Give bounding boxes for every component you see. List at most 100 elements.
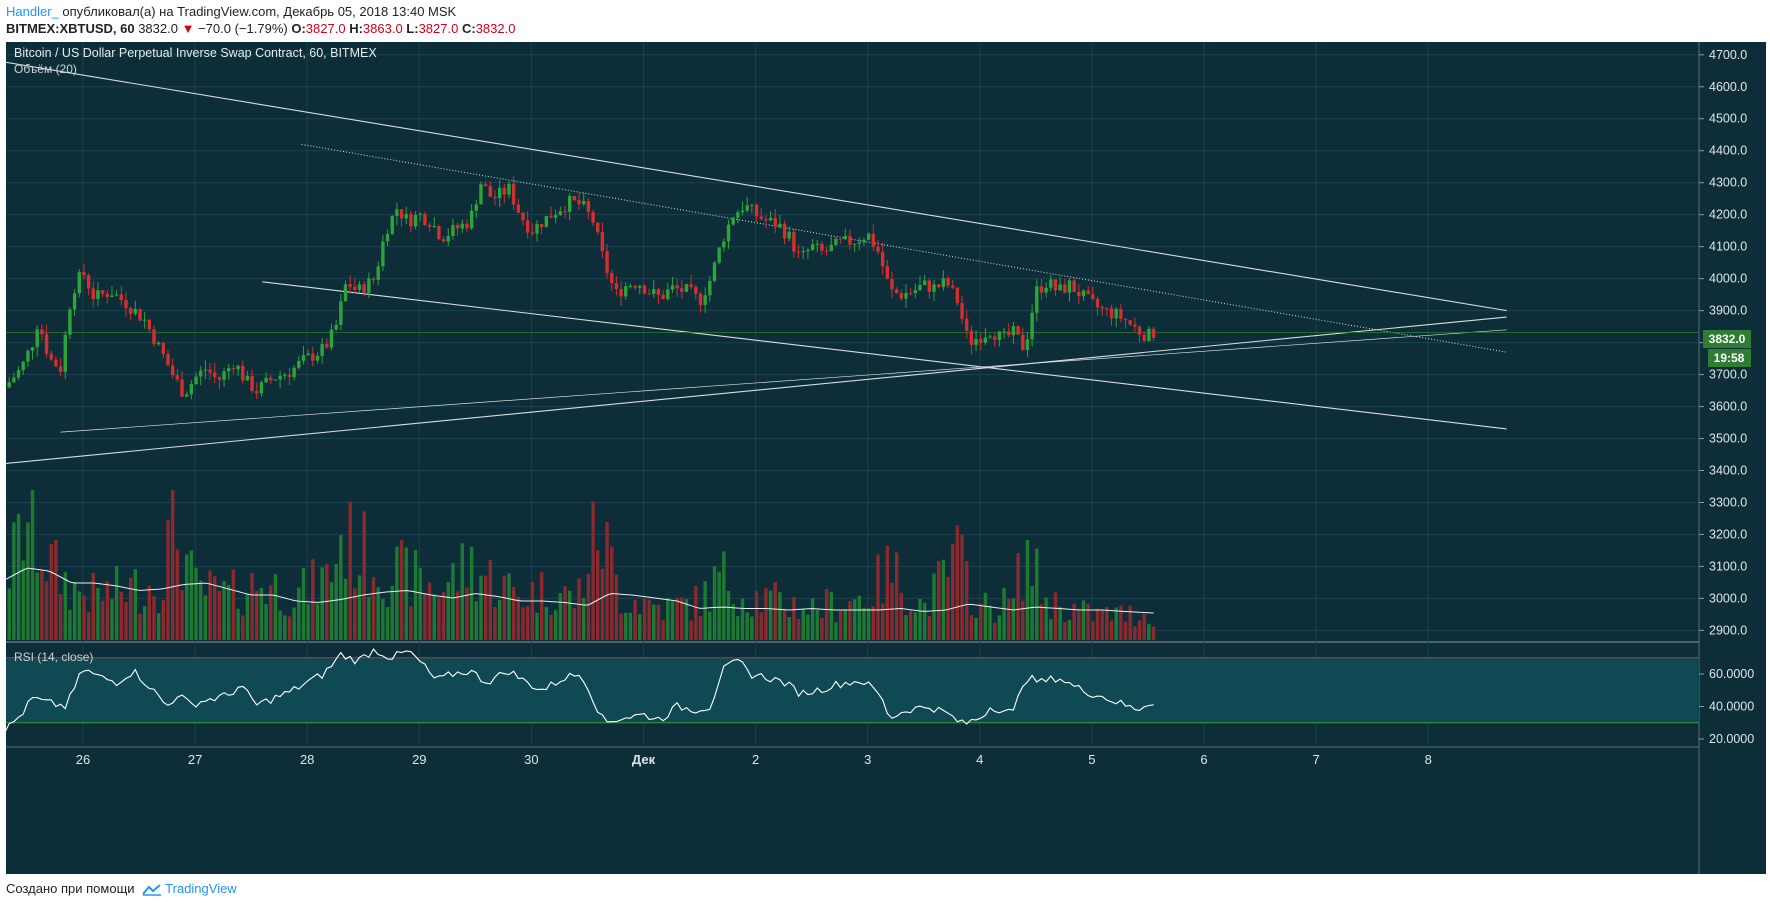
volume-bar — [30, 490, 35, 640]
candle-body — [698, 293, 703, 305]
time-axis[interactable]: 26 27 28 29 30 Дек 2 3 4 5 6 7 8 — [76, 752, 1432, 767]
volume-bar — [269, 585, 273, 640]
volume-bar — [979, 603, 983, 640]
volume-bar — [918, 598, 922, 640]
volume-bar — [941, 559, 946, 640]
candle-body — [175, 375, 180, 380]
candle-body — [213, 372, 217, 378]
volume-bar — [49, 544, 53, 640]
volume-bar — [451, 563, 455, 640]
candle-body — [119, 294, 124, 300]
low-value: 3827.0 — [418, 21, 459, 36]
candle-body — [194, 376, 198, 384]
volume-bar — [287, 616, 292, 640]
candle-body — [969, 330, 974, 345]
volume-bar — [689, 620, 693, 640]
candle-body — [1035, 286, 1039, 313]
candle-body — [156, 342, 161, 345]
time-tick-label: 8 — [1425, 752, 1432, 767]
volume-bar — [105, 581, 109, 640]
candle-body — [1147, 328, 1151, 341]
volume-bar — [820, 617, 824, 640]
volume-bar — [432, 594, 436, 640]
candle-body — [409, 213, 413, 227]
volume-bar — [241, 615, 245, 640]
volume-bar — [773, 582, 777, 640]
candle-body — [586, 201, 591, 212]
candle-body — [1039, 286, 1044, 293]
chart-title: Bitcoin / US Dollar Perpetual Inverse Sw… — [14, 46, 377, 60]
countdown-text: 19:58 — [1714, 351, 1745, 365]
candle-body — [35, 329, 39, 348]
candle-body — [796, 251, 801, 253]
candle-body — [189, 383, 194, 395]
time-tick-label: 30 — [524, 752, 538, 767]
candle-body — [493, 196, 497, 199]
volume-bar — [717, 571, 721, 640]
volume-bar — [371, 577, 376, 640]
candle-body — [815, 243, 819, 245]
volume-bar — [801, 609, 805, 640]
volume-bar — [334, 563, 338, 640]
volume-bar — [829, 591, 833, 640]
candle-body — [1137, 326, 1142, 335]
volume-bar — [848, 600, 852, 640]
candle-body — [619, 289, 623, 297]
candle-body — [1128, 320, 1132, 325]
author-link[interactable]: Handler_ — [6, 4, 59, 19]
volume-bar — [736, 616, 740, 640]
candle-body — [997, 331, 1002, 341]
candle-body — [624, 286, 628, 297]
candle-body — [1025, 339, 1030, 350]
volume-bar — [1105, 607, 1109, 640]
volume-bar — [180, 590, 184, 640]
volume-bar — [726, 591, 731, 640]
candle-body — [381, 241, 385, 267]
volume-bar — [418, 567, 422, 640]
candle-body — [362, 284, 366, 293]
volume-bar — [427, 582, 432, 640]
candle-body — [918, 285, 922, 291]
candle-body — [694, 286, 698, 294]
candle-body — [936, 284, 941, 288]
candle-body — [227, 368, 231, 372]
volume-bar — [582, 598, 586, 640]
volume-bar — [806, 614, 810, 640]
volume-bar — [376, 587, 380, 640]
created-with: Создано при помощи — [6, 881, 135, 896]
candle-body — [1109, 308, 1114, 319]
tradingview-link[interactable]: TradingView — [165, 881, 237, 896]
trend-lines[interactable] — [6, 61, 1699, 464]
footer: Создано при помощи TradingView — [6, 881, 237, 896]
price-tag — [1703, 330, 1751, 348]
volume-bar — [983, 592, 988, 640]
candle-body — [16, 370, 21, 378]
candle-body — [876, 246, 880, 252]
candle-body — [222, 371, 226, 380]
volume-bar — [124, 601, 128, 640]
chart-area[interactable]: 4700.0 4600.0 4500.0 4400.0 4300.0 4200.0 4100… — [6, 42, 1766, 874]
volume-bar — [1025, 539, 1030, 640]
volume-bar — [72, 581, 77, 640]
candle-body — [1011, 325, 1016, 336]
volume-bar — [152, 596, 156, 640]
volume-bar — [511, 587, 516, 640]
candle-body — [754, 204, 759, 217]
candle-body — [311, 353, 315, 361]
price-tick-label: 3600.0 — [1709, 400, 1747, 414]
volume-bar — [404, 547, 408, 640]
volume-bar — [838, 610, 843, 640]
volume-bar — [250, 572, 254, 640]
volume-bar — [1133, 626, 1137, 640]
candle-body — [810, 244, 815, 250]
candle-body — [806, 249, 810, 252]
price-tick-label: 3300.0 — [1709, 495, 1747, 509]
volume-bar — [96, 587, 100, 640]
volume-bar — [339, 535, 343, 640]
candle-body — [1021, 334, 1025, 350]
volume-bar — [745, 612, 749, 640]
volume-bar — [390, 585, 394, 640]
candle-body — [1058, 284, 1062, 291]
volume-bar — [100, 600, 105, 640]
candle-body — [680, 288, 684, 292]
